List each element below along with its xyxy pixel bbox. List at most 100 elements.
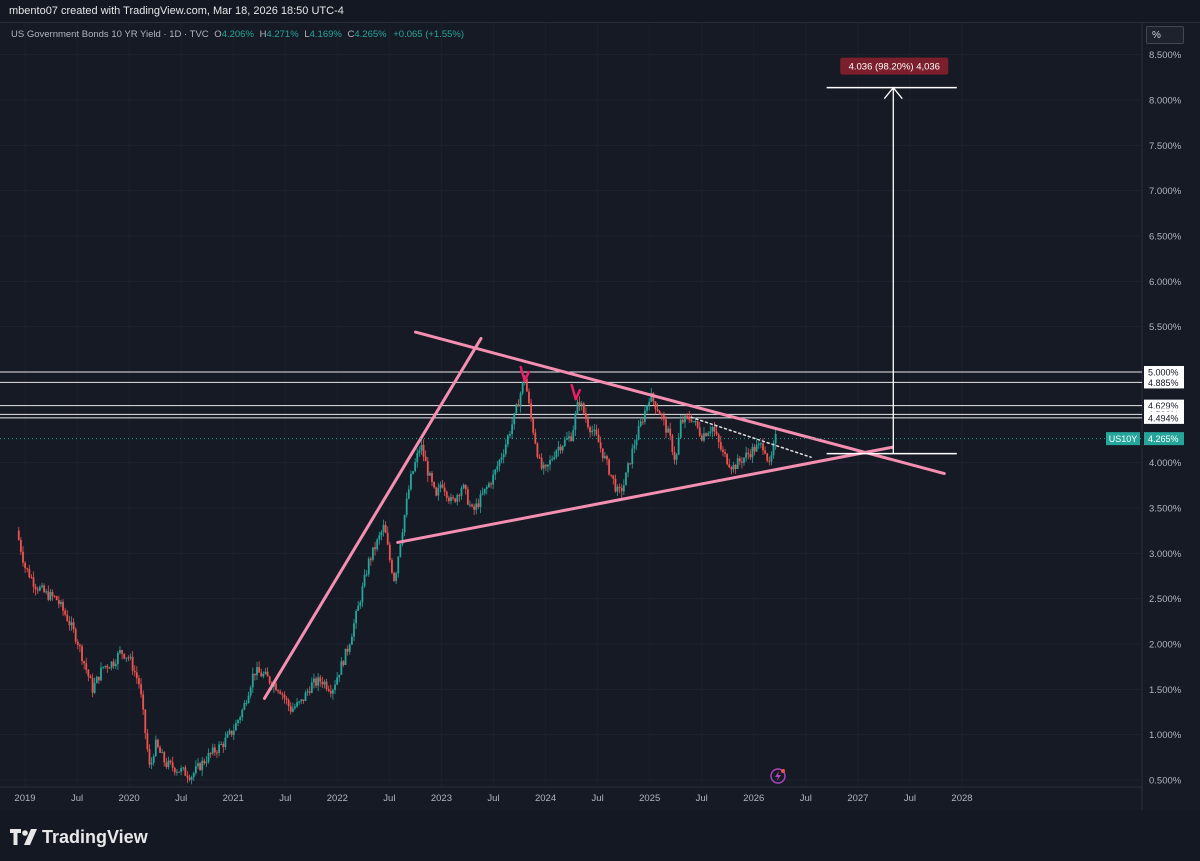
level-label-box bbox=[1144, 376, 1184, 389]
candle-body bbox=[150, 762, 153, 765]
tradingview-logo[interactable]: TradingView bbox=[10, 826, 148, 848]
candle-body bbox=[304, 692, 307, 701]
candle-body bbox=[323, 681, 326, 685]
candle-body bbox=[41, 585, 43, 588]
candle-body bbox=[291, 708, 294, 712]
candle-body bbox=[222, 743, 225, 748]
candle-body bbox=[363, 574, 366, 587]
candle-body bbox=[382, 524, 385, 532]
candle-body bbox=[481, 493, 484, 495]
candle-body bbox=[416, 453, 419, 463]
candle-body bbox=[205, 761, 208, 764]
candle-body bbox=[197, 763, 199, 767]
candle-body bbox=[262, 673, 265, 677]
y-tick-label: 6.000% bbox=[1149, 277, 1182, 288]
candle-body bbox=[121, 650, 123, 654]
candle-body bbox=[559, 446, 562, 451]
candle-body bbox=[327, 688, 330, 691]
candle-body bbox=[239, 717, 242, 721]
lightning-icon bbox=[770, 768, 786, 784]
candle-body bbox=[45, 591, 48, 593]
level-label-box bbox=[1144, 411, 1184, 424]
y-tick-label: 7.500% bbox=[1149, 141, 1182, 152]
candle-body bbox=[622, 485, 625, 492]
candle-body bbox=[401, 532, 404, 545]
candle-body bbox=[334, 684, 336, 691]
candle-body bbox=[665, 419, 667, 433]
candle-body bbox=[561, 445, 564, 451]
candle-body bbox=[367, 558, 370, 575]
candle-body bbox=[325, 681, 328, 689]
candle-body bbox=[281, 693, 284, 695]
candle-body bbox=[344, 648, 347, 665]
candle-body bbox=[89, 676, 92, 679]
pattern-marker bbox=[519, 365, 530, 383]
candle-body bbox=[656, 409, 659, 412]
x-tick-label: Jul bbox=[175, 793, 187, 804]
candle-body bbox=[454, 498, 457, 502]
candle-body bbox=[230, 730, 233, 735]
y-tick-label: 3.500% bbox=[1149, 504, 1182, 515]
candle-body bbox=[593, 429, 596, 431]
x-tick-label: Jul bbox=[383, 793, 395, 804]
candle-body bbox=[458, 495, 461, 497]
candle-body bbox=[504, 444, 507, 455]
x-tick-label: 2021 bbox=[223, 793, 244, 804]
candle-body bbox=[715, 431, 718, 435]
candle-body bbox=[471, 504, 473, 507]
trendline-upper-resistance bbox=[413, 330, 946, 476]
x-tick-label: Jul bbox=[800, 793, 812, 804]
candle-body bbox=[338, 674, 341, 678]
candle-body bbox=[582, 403, 585, 414]
legend-symbol: US Government Bonds 10 YR Yield · 1D · T… bbox=[11, 29, 209, 40]
candle-body bbox=[532, 418, 535, 433]
x-tick-label: Jul bbox=[279, 793, 291, 804]
candle-body bbox=[589, 427, 592, 433]
legend-close-label: C bbox=[347, 29, 355, 40]
candle-body bbox=[450, 497, 452, 502]
candle-body bbox=[138, 678, 140, 685]
candle-body bbox=[551, 458, 554, 460]
candle-body bbox=[766, 453, 769, 461]
candle-body bbox=[249, 687, 252, 696]
candle-body bbox=[374, 547, 376, 550]
candle-body bbox=[237, 720, 239, 723]
candle-body bbox=[275, 683, 277, 691]
y-tick-label: 7.000% bbox=[1149, 186, 1182, 197]
candle-body bbox=[722, 449, 724, 452]
candle-body bbox=[730, 467, 733, 470]
candle-body bbox=[391, 560, 393, 573]
candle-body bbox=[648, 401, 651, 406]
x-tick-label: Jul bbox=[904, 793, 916, 804]
candle-body bbox=[770, 455, 773, 462]
candle-body bbox=[681, 419, 684, 423]
candle-body bbox=[287, 699, 290, 707]
candle-body bbox=[658, 411, 661, 415]
candle-body bbox=[388, 544, 391, 561]
candle-body bbox=[566, 437, 568, 440]
percent-scale-button[interactable]: % bbox=[1146, 26, 1184, 44]
candle-body bbox=[469, 504, 471, 506]
candle-body bbox=[131, 656, 134, 671]
candle-body bbox=[26, 568, 29, 570]
candle-body bbox=[410, 473, 412, 490]
candle-body bbox=[203, 760, 206, 764]
candle-body bbox=[232, 730, 235, 735]
candle-body bbox=[764, 450, 766, 454]
candle-body bbox=[306, 691, 309, 693]
candle-body bbox=[517, 404, 520, 407]
candle-body bbox=[538, 456, 541, 458]
candle-body bbox=[736, 458, 739, 469]
candle-body bbox=[452, 497, 454, 499]
candle-body bbox=[477, 503, 480, 507]
candle-body bbox=[182, 767, 185, 769]
candles bbox=[17, 375, 777, 785]
candle-body bbox=[251, 673, 254, 688]
price-chart[interactable]: 8.500% 8.000% 7.500% 7.000% 6.500% 6.000% 5.50… bbox=[0, 22, 1200, 810]
level-label-box bbox=[1144, 366, 1184, 378]
candle-body bbox=[83, 661, 86, 664]
candle-body bbox=[443, 487, 446, 492]
candle-body bbox=[420, 444, 423, 451]
candle-body bbox=[119, 650, 121, 654]
y-tick-label: 0.500% bbox=[1149, 776, 1182, 787]
